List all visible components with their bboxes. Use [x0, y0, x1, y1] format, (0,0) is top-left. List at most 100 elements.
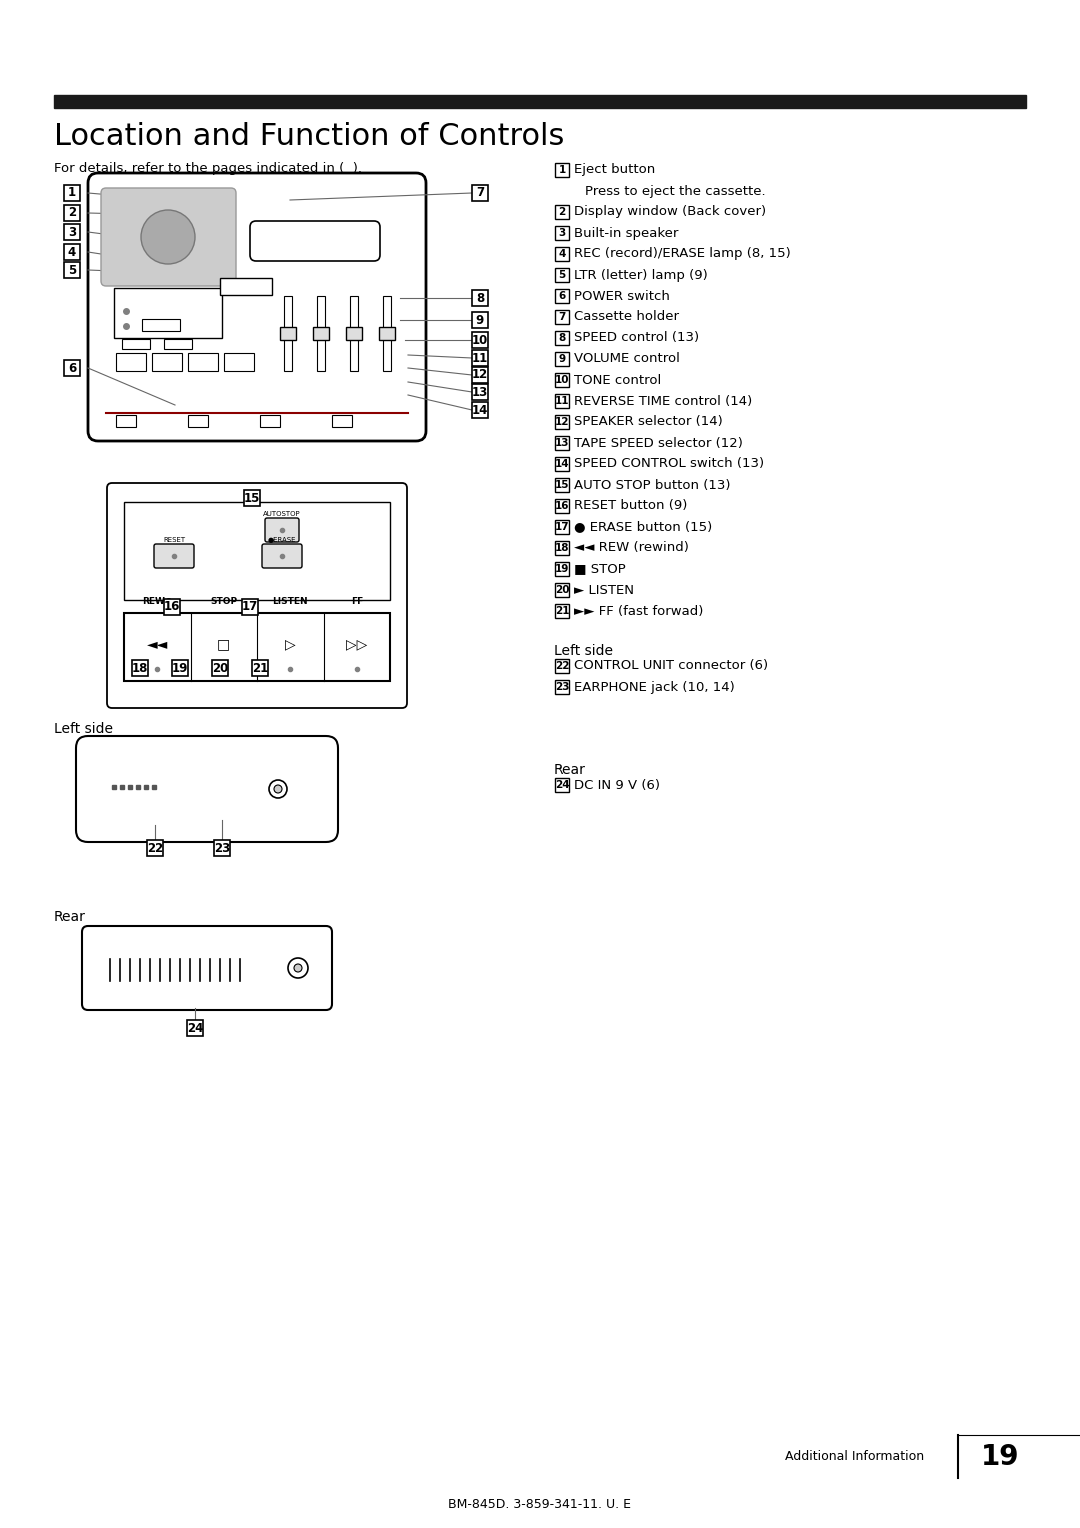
Bar — [244, 490, 260, 506]
Circle shape — [141, 209, 195, 264]
Text: 8: 8 — [476, 292, 484, 304]
FancyBboxPatch shape — [107, 483, 407, 707]
Bar — [555, 778, 569, 792]
Text: 6: 6 — [68, 362, 76, 374]
FancyBboxPatch shape — [87, 173, 426, 442]
Text: TAPE SPEED selector (12): TAPE SPEED selector (12) — [573, 437, 743, 449]
Bar — [472, 367, 488, 384]
Bar — [260, 416, 280, 426]
Text: FF: FF — [351, 597, 363, 607]
Text: 18: 18 — [132, 662, 148, 674]
Bar — [188, 416, 208, 426]
Text: 15: 15 — [244, 492, 260, 504]
Text: 16: 16 — [555, 501, 569, 510]
Bar — [214, 840, 230, 856]
Text: 11: 11 — [472, 351, 488, 365]
Bar — [555, 310, 569, 324]
Bar — [64, 205, 80, 222]
Text: POWER switch: POWER switch — [573, 289, 670, 303]
Bar — [220, 278, 272, 295]
Text: SPEED control (13): SPEED control (13) — [573, 332, 699, 344]
Bar — [555, 289, 569, 303]
Bar — [555, 394, 569, 408]
Circle shape — [269, 779, 287, 798]
Bar — [124, 503, 390, 601]
Text: ►► FF (fast forwad): ►► FF (fast forwad) — [573, 605, 703, 617]
Text: ■ STOP: ■ STOP — [573, 562, 625, 576]
Text: 21: 21 — [555, 607, 569, 616]
Bar — [54, 95, 1026, 108]
FancyBboxPatch shape — [262, 544, 302, 568]
Text: 14: 14 — [472, 403, 488, 417]
Text: REW●: REW● — [141, 597, 173, 607]
Bar — [64, 361, 80, 376]
Bar — [122, 339, 150, 348]
Bar — [64, 261, 80, 278]
Text: 12: 12 — [472, 368, 488, 382]
Text: Rear: Rear — [554, 762, 585, 778]
Text: DC IN 9 V (6): DC IN 9 V (6) — [573, 778, 660, 792]
Text: Press to eject the cassette.: Press to eject the cassette. — [568, 185, 766, 197]
Bar — [242, 599, 258, 614]
Bar — [555, 604, 569, 617]
Text: Location and Function of Controls: Location and Function of Controls — [54, 122, 565, 151]
Bar — [152, 353, 183, 371]
Text: 8: 8 — [558, 333, 566, 342]
Bar — [555, 659, 569, 672]
Text: RESET button (9): RESET button (9) — [573, 500, 687, 512]
Text: ●ERASE: ●ERASE — [268, 536, 296, 542]
Circle shape — [294, 964, 302, 972]
Text: TONE control: TONE control — [573, 373, 661, 387]
Bar — [147, 840, 163, 856]
Text: 20: 20 — [555, 585, 569, 594]
Bar — [141, 319, 180, 332]
FancyBboxPatch shape — [76, 736, 338, 842]
Text: For details, refer to the pages indicated in (  ).: For details, refer to the pages indicate… — [54, 162, 362, 176]
FancyBboxPatch shape — [265, 518, 299, 542]
Text: 10: 10 — [555, 374, 569, 385]
Text: Built-in speaker: Built-in speaker — [573, 226, 678, 240]
Text: 1: 1 — [68, 186, 76, 200]
Bar — [64, 244, 80, 260]
Text: 3: 3 — [558, 228, 566, 238]
Text: 16: 16 — [164, 601, 180, 614]
Bar — [555, 680, 569, 694]
Text: ▷: ▷ — [285, 637, 296, 651]
Bar — [555, 373, 569, 387]
Bar — [350, 296, 357, 371]
Text: 23: 23 — [555, 681, 569, 692]
Bar — [555, 520, 569, 533]
Text: 9: 9 — [476, 313, 484, 327]
Text: 23: 23 — [214, 842, 230, 854]
FancyBboxPatch shape — [249, 222, 380, 261]
Text: 9: 9 — [558, 354, 566, 364]
Bar — [188, 353, 218, 371]
Bar — [224, 353, 254, 371]
Text: 7: 7 — [476, 186, 484, 200]
Text: 22: 22 — [555, 662, 569, 671]
Text: 24: 24 — [555, 779, 569, 790]
Text: 5: 5 — [558, 270, 566, 280]
Text: AUTO STOP button (13): AUTO STOP button (13) — [573, 478, 730, 492]
Text: 4: 4 — [68, 246, 76, 258]
Circle shape — [288, 958, 308, 978]
Text: 17: 17 — [555, 523, 569, 532]
Bar — [555, 500, 569, 513]
Text: 13: 13 — [555, 439, 569, 448]
Bar — [164, 339, 192, 348]
FancyBboxPatch shape — [102, 188, 237, 286]
Bar — [346, 327, 362, 341]
Text: ◄◄: ◄◄ — [147, 637, 167, 651]
Bar — [172, 660, 188, 675]
Bar — [555, 457, 569, 471]
Bar — [332, 416, 352, 426]
Text: 5: 5 — [68, 263, 76, 277]
Text: 13: 13 — [472, 385, 488, 399]
Bar — [555, 248, 569, 261]
Circle shape — [274, 785, 282, 793]
Bar — [555, 332, 569, 345]
Text: SPEED CONTROL switch (13): SPEED CONTROL switch (13) — [573, 457, 765, 471]
Bar — [555, 226, 569, 240]
Text: 18: 18 — [555, 542, 569, 553]
Text: 7: 7 — [558, 312, 566, 322]
